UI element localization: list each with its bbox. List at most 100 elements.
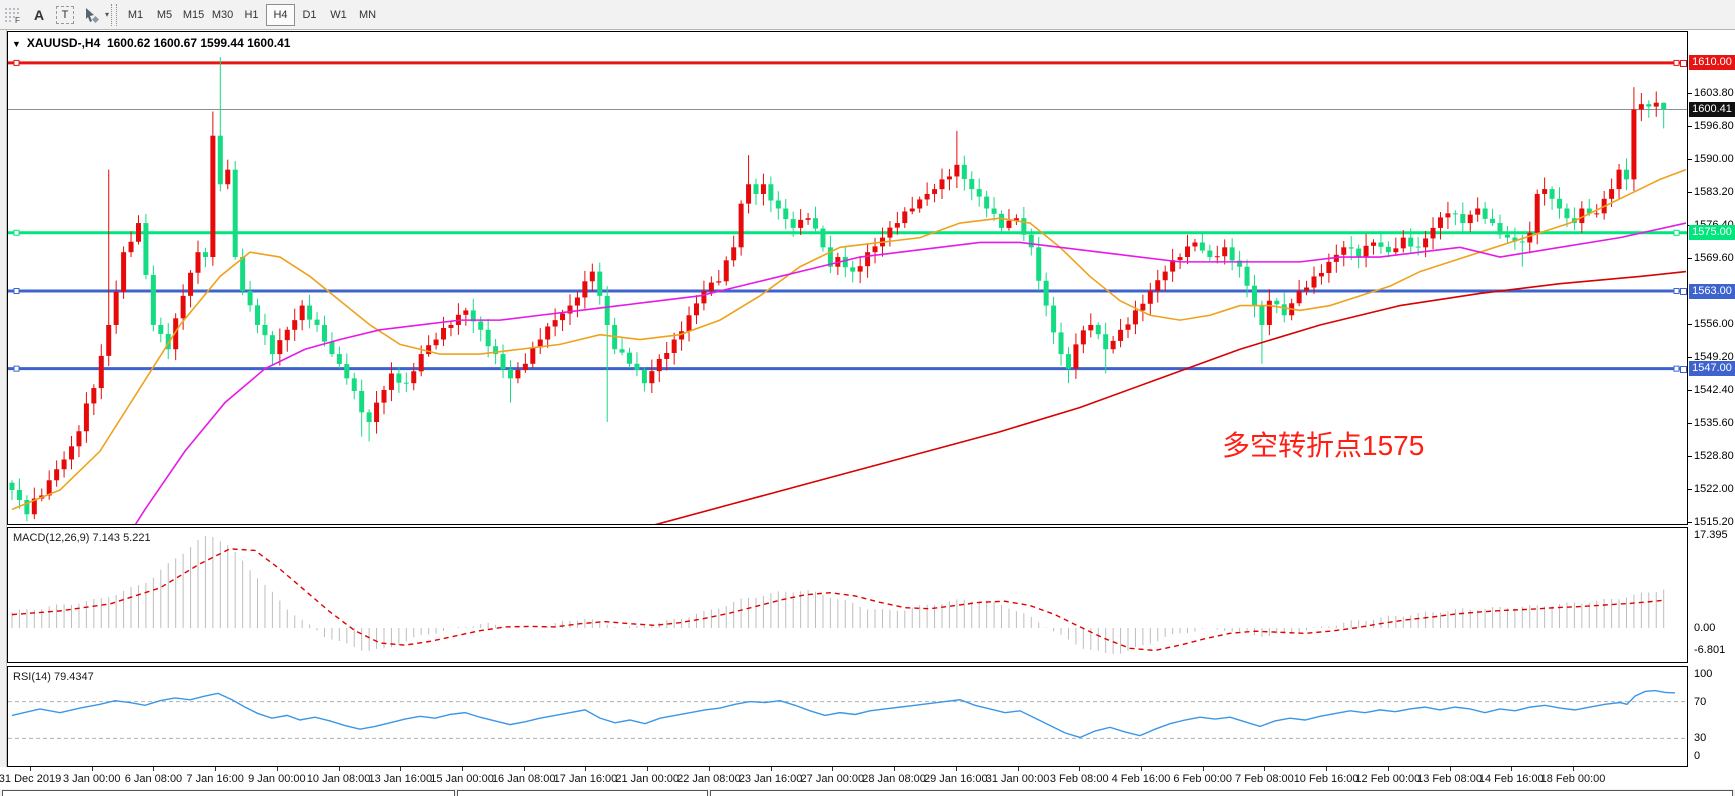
- candle-body: [1281, 304, 1287, 316]
- timeframe-button-m15[interactable]: M15: [182, 8, 205, 21]
- candle-body: [917, 199, 923, 209]
- candle-body: [1371, 242, 1377, 246]
- time-tick: [153, 767, 155, 771]
- chart-title[interactable]: ▼ XAUUSD-,H4 1600.62 1600.67 1599.44 1600…: [12, 36, 290, 50]
- candle-body: [388, 373, 394, 390]
- candle-body: [693, 303, 699, 316]
- candle-body: [894, 223, 900, 228]
- candle-body: [1534, 193, 1540, 233]
- candle-body: [1229, 247, 1235, 261]
- timeframe-button-mn[interactable]: MN: [358, 8, 377, 21]
- grid-f-icon[interactable]: F: [2, 4, 24, 26]
- candle-body: [314, 319, 320, 325]
- candle-body: [530, 347, 536, 364]
- badge-handle: [1680, 365, 1687, 373]
- timeframe-button-m30[interactable]: M30: [211, 8, 234, 21]
- annotation-text[interactable]: 多空转折点1575: [1222, 430, 1425, 461]
- candle-body: [91, 388, 97, 404]
- candle-body: [604, 295, 610, 325]
- candle-body: [1222, 247, 1228, 257]
- candle-body: [1437, 217, 1443, 228]
- window-left-edge: [0, 30, 7, 796]
- chart-tab[interactable]: [457, 790, 708, 796]
- chart-title-caret-icon[interactable]: ▼: [12, 39, 21, 49]
- candle-body: [1333, 254, 1339, 262]
- candle-body: [299, 305, 305, 321]
- time-tick: [1511, 767, 1513, 771]
- candle-body: [329, 341, 335, 355]
- time-axis[interactable]: 31 Dec 2019 3 Jan 00:00 6 Jan 08:00 7 Jan 1…: [0, 767, 1735, 789]
- candle-body: [522, 363, 528, 371]
- candle-body: [83, 403, 89, 432]
- price-tick: [1688, 357, 1692, 359]
- timeframe-button-m5[interactable]: M5: [156, 8, 173, 21]
- candle-body: [1445, 213, 1451, 218]
- candle-body: [1274, 300, 1280, 305]
- ma-mid-magenta-line: [134, 222, 1687, 524]
- candle-body: [1147, 291, 1153, 304]
- candle-body: [470, 310, 476, 322]
- time-label: 17 Jan 16:00: [553, 773, 618, 785]
- candle-body: [1155, 280, 1161, 292]
- candle-body: [887, 227, 893, 238]
- candle-body: [909, 208, 915, 212]
- candle-body: [1475, 208, 1481, 215]
- candle-body: [1237, 260, 1243, 267]
- rsi-panel[interactable]: [7, 666, 1688, 767]
- rsi-label: RSI(14) 79.4347: [13, 671, 94, 683]
- level-handle: [1673, 365, 1680, 372]
- candle-body: [1177, 257, 1183, 261]
- badge-handle: [1680, 59, 1687, 67]
- candle-body: [946, 176, 952, 180]
- ma-slow-red-line: [654, 270, 1687, 524]
- toolbar-grip[interactable]: [111, 3, 118, 26]
- time-label: 23 Jan 16:00: [738, 773, 803, 785]
- timeframe-button-m1[interactable]: M1: [127, 8, 144, 21]
- timeframe-button-h1[interactable]: H1: [244, 8, 259, 21]
- timeframe-button-h4[interactable]: H4: [266, 3, 296, 26]
- candle-body: [857, 266, 863, 272]
- candle-body: [1519, 241, 1525, 243]
- text-box-icon[interactable]: T: [54, 4, 76, 26]
- chart-tab[interactable]: [2, 790, 455, 796]
- candle-body: [1110, 340, 1116, 350]
- candle-body: [135, 223, 141, 242]
- shapes-icon[interactable]: [80, 4, 102, 26]
- candle-body: [210, 135, 216, 258]
- candlestick-canvas[interactable]: [8, 32, 1687, 524]
- candle-body: [515, 370, 521, 379]
- rsi-canvas[interactable]: [8, 667, 1687, 766]
- candle-body: [597, 271, 603, 296]
- macd-canvas[interactable]: [8, 528, 1687, 662]
- candle-body: [188, 272, 194, 296]
- candle-body: [537, 339, 543, 348]
- time-tick: [400, 767, 402, 771]
- candle-body: [634, 363, 640, 370]
- price-tick-label: 1528.80: [1694, 450, 1734, 463]
- main-price-panel[interactable]: [7, 31, 1688, 525]
- time-tick: [276, 767, 278, 771]
- timeframe-button-d1[interactable]: D1: [302, 8, 317, 21]
- badge-handle: [1680, 288, 1687, 295]
- candle-body: [411, 371, 417, 384]
- time-label: 12 Feb 00:00: [1355, 773, 1421, 785]
- price-badge-1575.00: 1575.00: [1689, 225, 1735, 241]
- shapes-dropdown-caret[interactable]: ▾: [105, 10, 110, 19]
- candle-body: [790, 219, 796, 228]
- macd-panel[interactable]: [7, 527, 1688, 663]
- text-a-icon[interactable]: A: [33, 6, 45, 23]
- level-handle: [1673, 229, 1680, 236]
- timeframe-button-w1[interactable]: W1: [330, 8, 347, 21]
- chart-tab[interactable]: [710, 790, 1733, 796]
- time-tick: [91, 767, 93, 771]
- price-tick: [1688, 423, 1692, 425]
- candle-body: [426, 345, 432, 355]
- candle-body: [1341, 247, 1347, 255]
- time-label: 6 Feb 00:00: [1173, 773, 1233, 785]
- candle-body: [403, 382, 409, 384]
- time-label: 29 Jan 16:00: [923, 773, 988, 785]
- candle-body: [9, 482, 15, 490]
- price-tick-label: 1515.20: [1694, 516, 1734, 529]
- candle-body: [46, 480, 52, 496]
- candle-body: [939, 179, 945, 190]
